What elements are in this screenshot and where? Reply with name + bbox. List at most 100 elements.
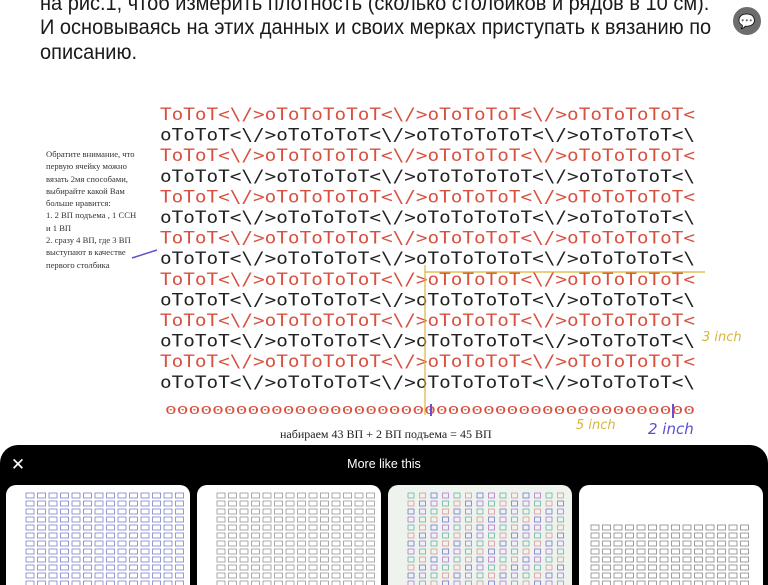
thumb-stitch [465,524,472,531]
thumb-stitch [274,564,283,571]
thumb-stitch [511,564,518,571]
thumb-stitch [216,532,226,539]
thumb-stitch [545,548,553,555]
thumb-stitch [140,572,150,579]
thumb-stitch [175,556,184,563]
thumb-stitch [140,524,150,531]
thumb-stitch [522,492,530,499]
thumb-stitch [453,508,461,515]
thumb-stitch [557,572,564,579]
thumb-stitch [740,572,749,579]
thumb-stitch [129,532,138,539]
thumb-stitch [37,540,46,547]
thumb-stitch [419,508,426,515]
thumb-stitch [48,500,58,507]
thumb-stitch [465,508,472,515]
thumb-stitch [320,548,329,555]
thumb-stitch [419,548,426,555]
thumb-stitch [453,540,461,547]
thumb-stitch [175,572,184,579]
thumb-stitch [163,508,173,515]
thumb-stitch [331,572,341,579]
thumb-stitch [648,524,657,531]
thumb-stitch [534,500,541,507]
thumb-stitch [705,572,715,579]
thumb-stitch [522,556,530,563]
thumb-stitch [251,492,260,499]
thumb-stitch [140,492,150,499]
thumb-stitch [83,524,92,531]
thumb-stitch [430,532,438,539]
thumb-stitch [129,564,138,571]
thumb-stitch [25,532,35,539]
thumbnail[interactable] [6,485,190,585]
thumb-stitch [590,532,600,539]
thumb-stitch [522,532,530,539]
thumb-stitch [129,580,138,585]
thumb-stitch [476,492,484,499]
thumb-stitch [740,532,749,539]
thumb-stitch [442,516,449,523]
thumb-stitch [625,540,634,547]
thumb-stitch [152,516,161,523]
thumb-stitch [140,532,150,539]
thumb-stitch [442,572,449,579]
thumb-stitch [285,532,295,539]
thumb-stitch [442,580,449,585]
thumb-stitch [453,492,461,499]
thumb-stitch [331,580,341,585]
thumb-stitch [465,500,472,507]
thumb-stitch [499,548,507,555]
thumb-stitch [419,516,426,523]
thumb-stitch [251,540,260,547]
thumb-stitch [60,492,69,499]
thumb-stitch [534,540,541,547]
thumb-stitch [83,564,92,571]
thumb-stitch [476,548,484,555]
thumb-stitch [320,492,329,499]
thumb-stitch [419,580,426,585]
thumb-stitch [442,532,449,539]
thumb-stitch [239,500,249,507]
close-icon[interactable]: ✕ [10,455,26,474]
thumb-stitch [453,548,461,555]
thumb-stitch [728,556,738,563]
thumb-stitch [129,524,138,531]
thumb-stitch [152,556,161,563]
thumb-stitch [297,524,306,531]
thumb-stitch [140,564,150,571]
thumb-stitch [465,516,472,523]
thumb-stitch [83,540,92,547]
thumb-stitch [354,524,364,531]
thumb-stitch [636,580,646,585]
thumb-stitch [129,516,138,523]
thumb-stitch [331,524,341,531]
thumb-stitch [557,564,564,571]
article-text-line: описанию. [40,40,138,64]
thumb-stitch [117,492,127,499]
thumb-stitch [545,540,553,547]
thumb-stitch [625,572,634,579]
thumb-stitch [636,564,646,571]
thumbnail[interactable] [579,485,763,585]
thumb-stitch [488,548,495,555]
thumb-stitch [140,516,150,523]
comment-button[interactable]: 💬 [731,5,763,37]
thumb-stitch [636,548,646,555]
thumbnail[interactable] [197,485,381,585]
thumb-stitch [590,556,600,563]
thumb-stitch [60,532,69,539]
thumb-stitch [488,516,495,523]
thumb-stitch [285,580,295,585]
thumbnail[interactable] [388,485,572,585]
thumb-stitch [671,556,680,563]
thumb-stitch [522,580,530,585]
thumb-stitch [239,524,249,531]
thumb-stitch [94,564,104,571]
stitch-row: ТоТоТ<\/>оТоТоТоТоТ<\/>оТоТоТоТ<\/>оТоТо… [160,352,695,372]
thumb-stitch [262,532,272,539]
thumb-stitch [216,572,226,579]
thumb-stitch [407,548,415,555]
thumb-stitch [613,548,623,555]
thumb-stitch [366,556,375,563]
